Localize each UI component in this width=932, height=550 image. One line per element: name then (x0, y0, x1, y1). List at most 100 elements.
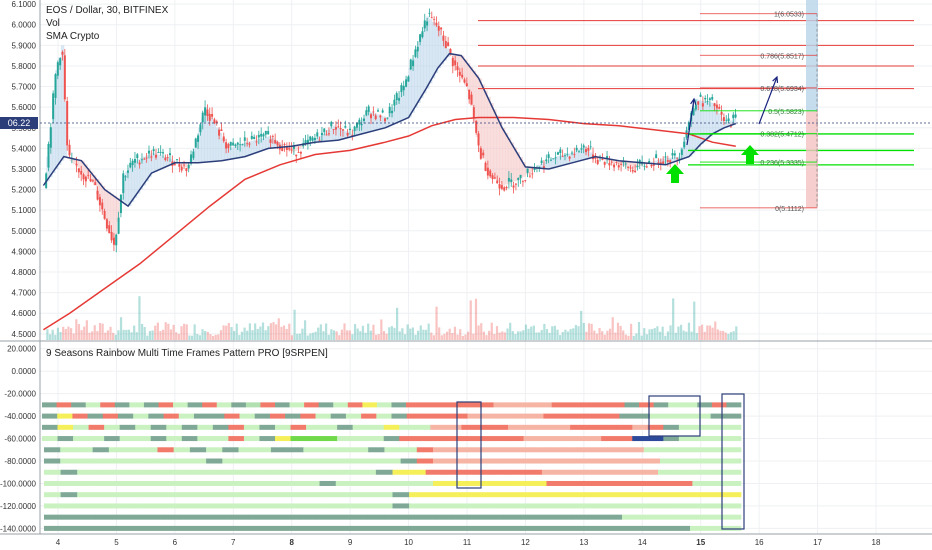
highlight-box[interactable] (648, 395, 701, 437)
rainbow-cell (57, 413, 73, 419)
rainbow-cell (189, 447, 207, 453)
volume-bar (206, 331, 209, 340)
rainbow-cell (578, 480, 596, 486)
candle-body (386, 117, 389, 119)
volume-bar (590, 323, 593, 340)
volume-bar (204, 331, 207, 340)
rainbow-cell (414, 424, 431, 430)
candle-body (306, 139, 309, 144)
rainbow-cell (530, 480, 547, 486)
candle-body (318, 139, 321, 141)
rainbow-cell (481, 447, 499, 453)
rainbow-cell (222, 480, 239, 486)
rainbow-cell (725, 413, 742, 419)
rainbow-cell (647, 424, 664, 430)
candle-body (334, 127, 337, 130)
rainbow-cell (226, 492, 244, 498)
candle-body (362, 118, 365, 121)
sma-cloud-segment (303, 144, 307, 146)
volume-bar (361, 325, 365, 340)
volume-bar (46, 329, 49, 340)
volume-bar (703, 331, 706, 340)
sma-cloud-segment (671, 157, 675, 163)
rainbow-cell (112, 525, 130, 531)
green-up-arrow-icon[interactable] (666, 164, 684, 183)
rainbow-cell (209, 469, 227, 475)
rainbow-cell (725, 424, 742, 430)
indicator-title[interactable]: 9 Seasons Rainbow Multi Time Frames Patt… (46, 348, 328, 359)
rainbow-cell (634, 413, 651, 419)
sma-cloud-segment (221, 138, 225, 161)
volume-bar (332, 330, 336, 340)
highlight-box[interactable] (721, 393, 745, 530)
volume-bar (608, 328, 612, 340)
candle-body (629, 167, 632, 169)
rainbow-cell (209, 492, 227, 498)
candle-body (194, 138, 197, 148)
candle-body (157, 152, 160, 153)
rainbow-cell (605, 514, 623, 520)
price-tick-label: 5.4000 (12, 144, 37, 153)
volume-bar (724, 332, 727, 340)
rainbow-cell (663, 436, 680, 442)
volume-bar (185, 324, 188, 340)
rainbow-cell (44, 447, 61, 453)
rainbow-cell (624, 503, 642, 509)
highlight-box[interactable] (456, 401, 482, 489)
volume-bar (235, 323, 238, 340)
rainbow-cell (508, 424, 524, 430)
sma-cloud-segment (364, 115, 369, 134)
volume-bar (303, 320, 307, 340)
legend-symbol[interactable]: EOS / Dollar, 30, BITFINEX (46, 5, 169, 16)
rainbow-cell (243, 492, 261, 498)
candle-body (162, 152, 165, 154)
candle-body (271, 135, 274, 137)
rainbow-cell (558, 469, 576, 475)
rainbow-cell (44, 525, 62, 531)
sma-slow-line[interactable] (43, 116, 736, 331)
sma-cloud-segment (484, 90, 488, 165)
sma-fast-line[interactable] (42, 52, 737, 208)
sma-cloud-segment (446, 48, 450, 58)
projection-line[interactable] (758, 76, 778, 125)
legend-vol[interactable]: Vol (46, 18, 60, 29)
rainbow-cell (676, 480, 693, 486)
volume-bar (114, 334, 117, 340)
volume-bar (259, 326, 262, 340)
candle-body (606, 156, 609, 159)
sma-cloud-segment (113, 195, 117, 246)
projection-line[interactable] (686, 98, 695, 146)
candle-body (442, 35, 445, 41)
candle-body (673, 153, 676, 156)
candle-body (645, 166, 648, 168)
candle-body (204, 107, 207, 116)
rainbow-cell (725, 436, 742, 442)
legend-sma[interactable]: SMA Crypto (46, 31, 100, 42)
rainbow-cell (347, 402, 363, 408)
rainbow-cell (209, 503, 227, 509)
candle-body (199, 124, 202, 133)
sma-cloud-segment (662, 158, 667, 165)
volume-bar (422, 329, 425, 340)
rainbow-cell (430, 436, 447, 442)
rainbow-cell (624, 469, 642, 475)
rainbow-cell (416, 447, 434, 453)
candle-body (91, 180, 94, 182)
candle-body (505, 187, 508, 189)
volume-bar (214, 334, 217, 340)
candle-body (348, 128, 351, 130)
candle-body (687, 122, 690, 130)
green-up-arrow-icon[interactable] (741, 145, 759, 164)
rainbow-cell (513, 413, 529, 419)
sma-cloud-segment (703, 101, 707, 142)
rainbow-cell (458, 492, 476, 498)
candle-body (528, 175, 531, 177)
candle-body (87, 174, 90, 176)
sma-cloud-segment (601, 157, 605, 161)
volume-bar (246, 330, 249, 340)
volume-bar (427, 323, 430, 340)
rainbow-cell (88, 424, 105, 430)
rainbow-cell (406, 413, 423, 419)
candle-body (197, 135, 200, 142)
